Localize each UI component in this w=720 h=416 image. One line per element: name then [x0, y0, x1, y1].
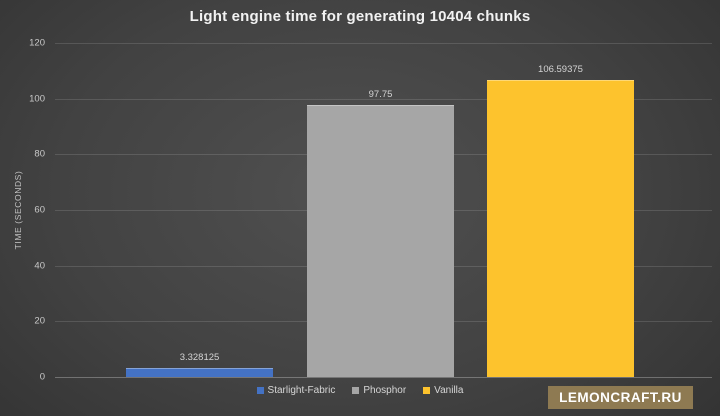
gridline-120: [55, 43, 712, 44]
plot-area: TIME (SECONDS) 0 20 40 60 80 100 120 3.328125 97…: [13, 38, 712, 383]
legend-swatch-icon: [256, 387, 264, 394]
bar-vanilla: [487, 80, 634, 377]
bar-value-label-vanilla: 106.59375: [538, 64, 583, 76]
legend-item-vanilla: Vanilla: [423, 385, 463, 396]
bar-value-label-starlight-fabric: 3.328125: [179, 351, 220, 363]
y-tick-label-20: 20: [34, 315, 45, 327]
gridline-0: [55, 377, 712, 378]
y-tick-label-60: 60: [34, 204, 45, 216]
legend-item-phosphor: Phosphor: [352, 385, 406, 396]
legend-label: Phosphor: [363, 385, 407, 396]
legend-swatch-icon: [352, 387, 360, 394]
legend-label: Starlight-Fabric: [267, 385, 336, 396]
y-tick-label-120: 120: [29, 37, 45, 49]
watermark-badge: LEMONCRAFT.RU: [548, 386, 693, 409]
legend-label: Vanilla: [434, 385, 464, 396]
y-tick-label-100: 100: [29, 93, 45, 105]
gridline-100: [55, 98, 712, 100]
bar-starlight-fabric: [126, 367, 273, 377]
y-tick-label-80: 80: [34, 148, 45, 160]
legend-swatch-icon: [423, 387, 431, 394]
chart-title: Light engine time for generating 10404 c…: [189, 8, 531, 25]
legend-item-starlight-fabric: Starlight-Fabric: [256, 385, 336, 396]
bar-phosphor: [307, 104, 454, 377]
chart-legend: Starlight-Fabric Phosphor Vanilla: [0, 385, 720, 396]
bar-value-label-phosphor: 97.75: [368, 88, 393, 100]
y-tick-label-0: 0: [39, 371, 45, 383]
y-tick-label-40: 40: [34, 260, 45, 272]
